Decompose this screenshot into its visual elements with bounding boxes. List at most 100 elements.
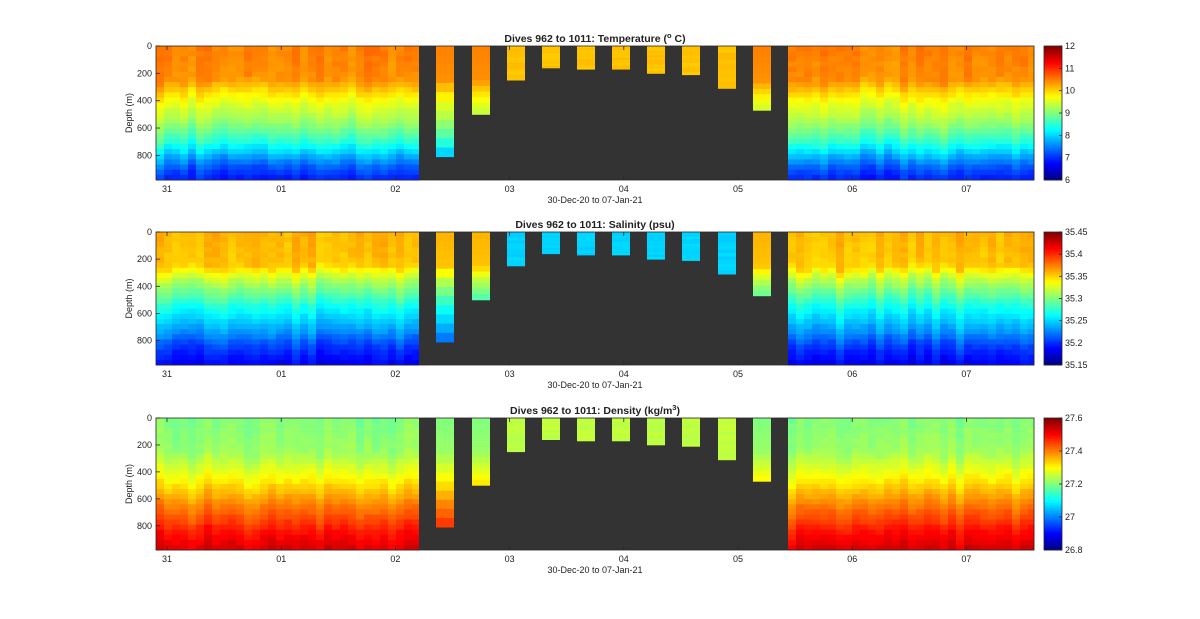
heatmap-cell (844, 56, 853, 62)
heatmap-cell (292, 534, 301, 541)
heatmap-cell (804, 529, 813, 536)
heatmap-cell (892, 272, 901, 279)
heatmap-cell (356, 519, 365, 525)
heatmap-cell (356, 463, 365, 470)
heatmap-cell (196, 534, 205, 541)
heatmap-cell (196, 514, 205, 520)
heatmap-cell (1028, 107, 1035, 114)
heatmap-cell (180, 159, 189, 165)
heatmap-cell (308, 344, 317, 350)
dive-cell (612, 241, 630, 244)
heatmap-cell (212, 448, 221, 454)
heatmap-cell (260, 448, 269, 454)
heatmap-cell (284, 354, 293, 361)
dive-cell (542, 232, 560, 235)
dive-cell (612, 243, 630, 246)
heatmap-cell (356, 283, 365, 289)
heatmap-cell (804, 428, 813, 434)
heatmap-cell (996, 283, 1005, 289)
heatmap-cell (300, 118, 309, 124)
heatmap-cell (836, 354, 845, 361)
heatmap-cell (188, 433, 197, 439)
heatmap-cell (380, 519, 389, 525)
heatmap-cell (908, 288, 917, 294)
heatmap-cell (396, 128, 405, 135)
heatmap-cell (348, 339, 357, 345)
heatmap-cell (268, 252, 277, 258)
heatmap-cell (860, 149, 869, 155)
heatmap-cell (268, 257, 277, 264)
heatmap-cell (156, 509, 165, 515)
colorbar-segment (1044, 75, 1062, 78)
heatmap-cell (164, 499, 173, 505)
heatmap-cell (868, 319, 877, 325)
dive-cell (436, 110, 454, 121)
heatmap-cell (156, 242, 165, 248)
dive-cell (682, 232, 700, 235)
heatmap-cell (924, 344, 933, 350)
heatmap-cell (156, 514, 165, 520)
heatmap-cell (916, 169, 925, 176)
heatmap-cell (228, 539, 237, 546)
heatmap-cell (868, 534, 877, 541)
y-tick-label: 0 (147, 227, 152, 237)
heatmap-cell (228, 334, 237, 340)
heatmap-cell (332, 267, 341, 274)
heatmap-cell (956, 359, 965, 366)
heatmap-cell (156, 524, 165, 531)
heatmap-cell (332, 354, 341, 361)
heatmap-cell (820, 61, 829, 68)
heatmap-cell (364, 499, 373, 505)
heatmap-cell (1004, 76, 1013, 83)
heatmap-cell (188, 97, 197, 104)
heatmap-cell (788, 359, 797, 366)
heatmap-cell (828, 313, 837, 320)
heatmap-cell (260, 272, 269, 279)
heatmap-cell (228, 169, 237, 176)
heatmap-cell (356, 473, 365, 480)
heatmap-cell (284, 133, 293, 140)
colorbar-segment (1044, 308, 1062, 312)
heatmap-cell (316, 61, 325, 68)
heatmap-cell (324, 283, 333, 289)
heatmap-cell (884, 359, 893, 366)
heatmap-cell (228, 107, 237, 114)
heatmap-cell (908, 308, 917, 315)
dive-profile (612, 46, 630, 70)
heatmap-cell (796, 504, 805, 510)
heatmap-cell (972, 76, 981, 83)
heatmap-cell (796, 473, 805, 480)
heatmap-cell (300, 293, 309, 299)
heatmap-cell (404, 237, 413, 243)
heatmap-cell (396, 423, 405, 429)
heatmap-cell (812, 349, 821, 356)
heatmap-cell (1028, 102, 1035, 109)
heatmap-cell (828, 534, 837, 541)
heatmap-cell (260, 428, 269, 434)
heatmap-cell (804, 438, 813, 444)
heatmap-cell (988, 237, 997, 243)
heatmap-cell (268, 51, 277, 57)
heatmap-cell (212, 257, 221, 264)
heatmap-cell (228, 51, 237, 57)
heatmap-cell (836, 313, 845, 320)
heatmap-cell (404, 159, 413, 165)
heatmap-cell (236, 484, 245, 490)
colorbar-tick-label: 9 (1065, 108, 1070, 118)
heatmap-cell (244, 71, 253, 78)
heatmap-cell (348, 499, 357, 505)
heatmap-cell (956, 313, 965, 320)
heatmap-cell (868, 252, 877, 258)
heatmap-cell (372, 56, 381, 62)
heatmap-cell (788, 252, 797, 258)
heatmap-cell (396, 448, 405, 454)
heatmap-cell (1020, 149, 1029, 155)
heatmap-cell (156, 133, 165, 140)
heatmap-cell (364, 423, 373, 429)
heatmap-cell (260, 349, 269, 356)
heatmap-cell (364, 463, 373, 470)
heatmap-cell (348, 232, 357, 238)
heatmap-cell (324, 97, 333, 104)
heatmap-cell (924, 349, 933, 356)
